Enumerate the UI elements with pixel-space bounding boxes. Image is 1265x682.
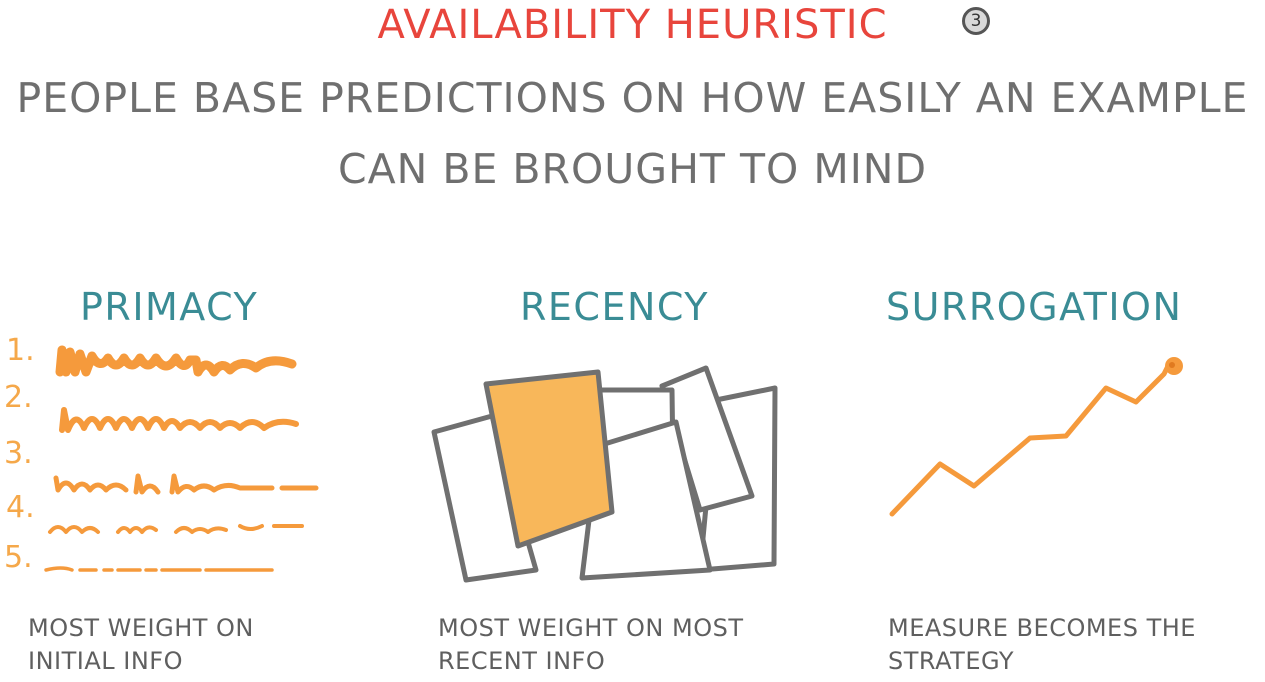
primacy-caption: MOST WEIGHT ON INITIAL INFO [28,612,254,678]
scribble-line-2 [59,407,299,433]
paper-front-right [579,419,713,581]
recency-caption-line-1: MOST WEIGHT ON MOST [438,614,744,642]
primacy-caption-line-1: MOST WEIGHT ON [28,614,254,642]
diagram-title: AVAILABILITY HEURISTIC [377,2,888,48]
recency-papers-illustration [431,365,778,583]
recency-caption: MOST WEIGHT ON MOST RECENT INFO [438,612,744,678]
list-number-2: 2. [4,380,33,415]
recency-heading: RECENCY [520,285,709,329]
recency-caption-line-2: RECENT INFO [438,647,606,675]
scribble-line-5 [48,524,304,534]
surrogation-trend-line [889,357,1183,517]
scribble-line-6 [44,566,274,572]
primacy-heading: PRIMACY [80,285,259,329]
surrogation-caption-line-1: MEASURE BECOMES THE [888,614,1196,642]
subtitle-line-1: PEOPLE BASE PREDICTIONS ON HOW EASILY AN… [16,74,1249,122]
primacy-caption-line-2: INITIAL INFO [28,647,183,675]
scribble-line-4 [53,473,319,495]
paper-highlighted-recent [483,369,615,549]
surrogation-caption-line-2: STRATEGY [888,647,1015,675]
surrogation-caption: MEASURE BECOMES THE STRATEGY [888,612,1196,678]
scribble-line-1 [55,345,297,377]
primacy-scribbles [44,345,319,572]
step-number-badge: 3 [962,7,990,35]
surrogation-heading: SURROGATION [886,285,1183,329]
list-number-3: 3. [4,436,33,471]
list-number-4: 4. [6,490,35,525]
subtitle-line-2: CAN BE BROUGHT TO MIND [337,145,928,193]
paper-left [431,413,539,583]
trend-line [889,363,1171,517]
list-number-5: 5. [4,540,33,575]
list-number-1: 1. [6,333,35,368]
